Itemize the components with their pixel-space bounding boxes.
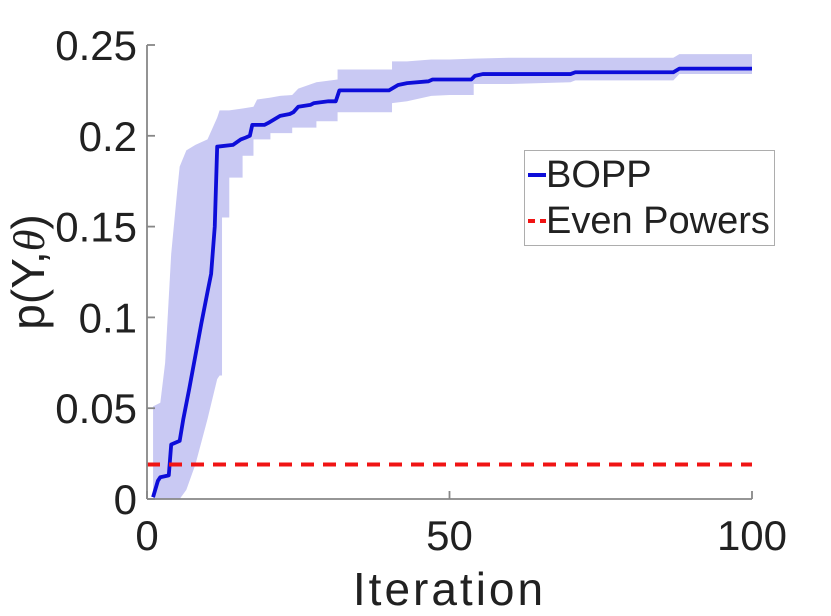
y-tick-label: 0.2 xyxy=(79,113,137,160)
bopp-line-sample xyxy=(528,172,546,177)
legend: BOPP Even Powers xyxy=(524,150,775,246)
x-axis-label: Iteration xyxy=(352,563,547,615)
legend-label-bopp: BOPP xyxy=(546,153,652,196)
legend-entry-even-powers: Even Powers xyxy=(525,198,774,244)
bopp-line xyxy=(151,66,752,498)
y-axis-label-close: ) xyxy=(2,214,54,230)
theta-symbol: θ xyxy=(5,229,54,252)
x-tick-label: 50 xyxy=(426,512,473,559)
y-tick-label: 0 xyxy=(114,476,137,523)
y-axis-label: p(Y,θ) xyxy=(1,214,55,329)
confidence-band xyxy=(153,54,753,499)
y-tick-label: 0.1 xyxy=(79,294,137,341)
y-tick-label: 0.25 xyxy=(55,22,137,69)
y-axis-label-text: p(Y, xyxy=(2,251,54,330)
x-tick-label: 0 xyxy=(135,512,158,559)
even-powers-line-sample xyxy=(528,219,546,224)
x-tick-label: 100 xyxy=(717,512,787,559)
legend-entry-bopp: BOPP xyxy=(525,152,774,198)
y-tick-label: 0.05 xyxy=(55,385,137,432)
legend-label-even-powers: Even Powers xyxy=(546,200,770,243)
y-tick-label: 0.15 xyxy=(55,204,137,251)
